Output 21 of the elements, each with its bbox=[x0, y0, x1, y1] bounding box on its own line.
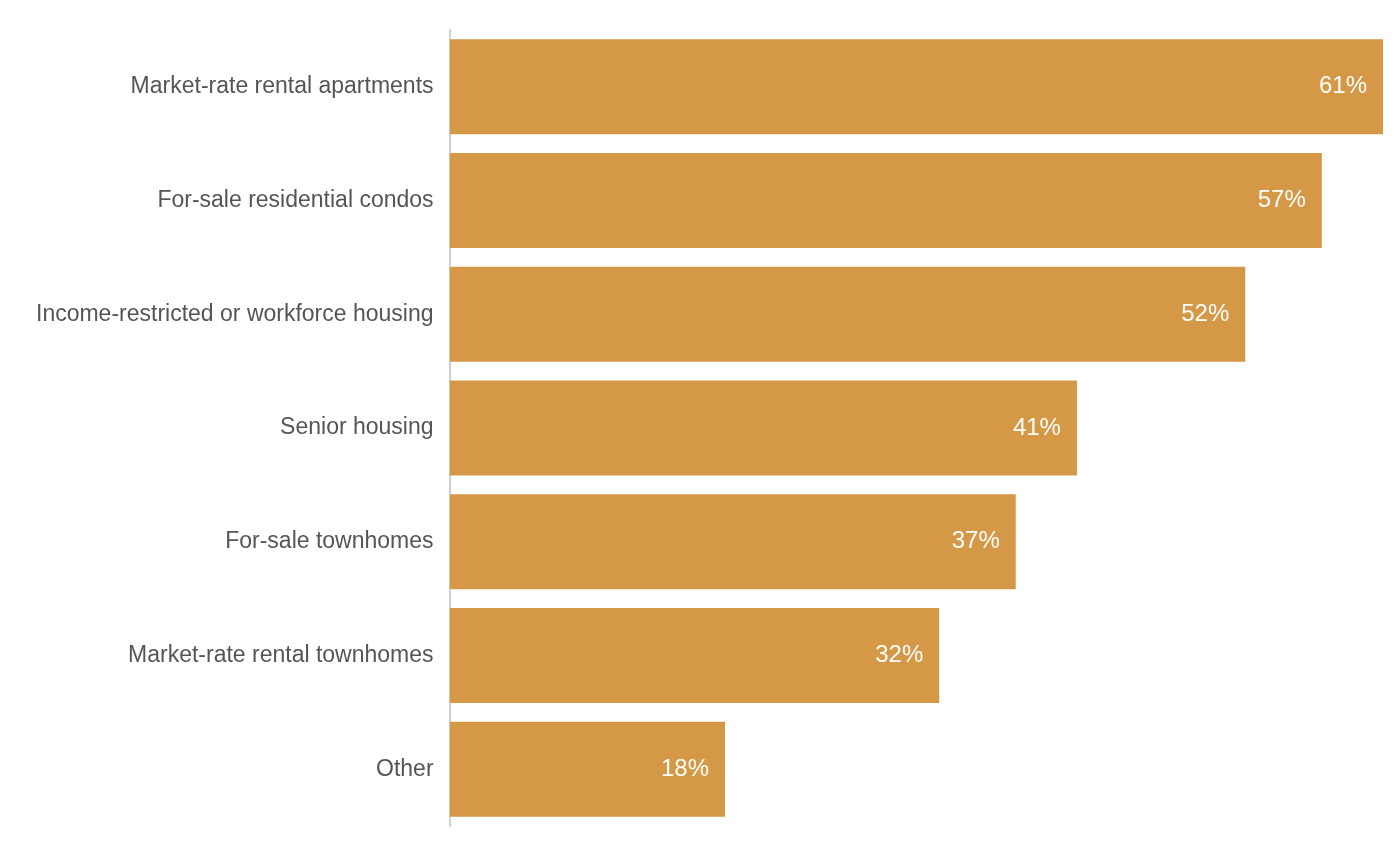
y-tick-label: For-sale residential condos bbox=[157, 185, 434, 212]
data-label: 32% bbox=[875, 640, 924, 668]
bar bbox=[449, 39, 1383, 135]
bar bbox=[449, 152, 1322, 248]
data-label: 61% bbox=[1318, 71, 1367, 99]
data-label: 18% bbox=[660, 753, 709, 781]
bar bbox=[449, 494, 1016, 590]
data-label: 37% bbox=[951, 526, 1000, 554]
bar bbox=[449, 721, 725, 817]
bar bbox=[449, 608, 940, 704]
data-label: 52% bbox=[1181, 298, 1230, 326]
y-tick-label: Market-rate rental apartments bbox=[130, 72, 434, 99]
y-tick-label: For-sale townhomes bbox=[225, 527, 434, 554]
bar bbox=[449, 266, 1246, 362]
data-label: 41% bbox=[1012, 412, 1061, 440]
y-tick-label: Senior housing bbox=[280, 413, 434, 440]
y-tick-label: Income-restricted or workforce housing bbox=[35, 299, 434, 326]
data-label: 57% bbox=[1257, 185, 1306, 213]
y-tick-label: Market-rate rental townhomes bbox=[128, 640, 434, 667]
y-tick-label: Other bbox=[376, 754, 434, 781]
bar bbox=[449, 380, 1077, 476]
